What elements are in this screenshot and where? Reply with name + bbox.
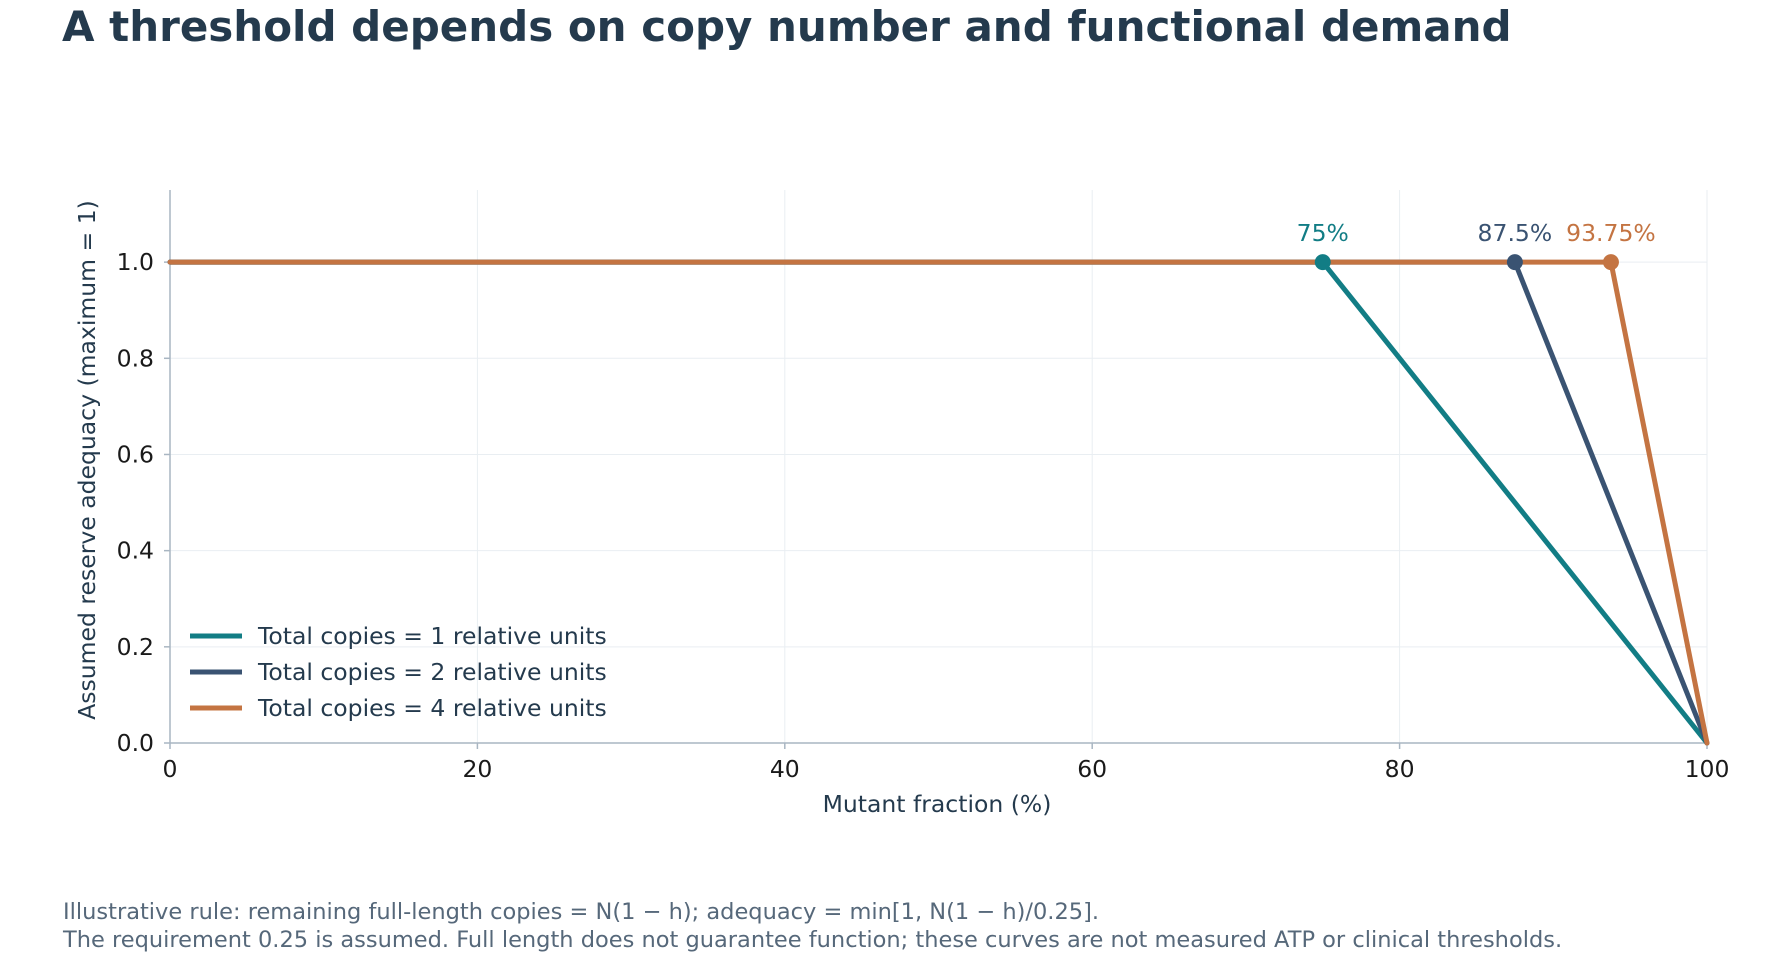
footnote-rule: Illustrative rule: remaining full-length… xyxy=(63,899,1100,925)
y-tick-label-2: 0.4 xyxy=(117,537,154,565)
threshold-label-3: 93.75% xyxy=(1566,219,1656,247)
x-tick-label-0: 0 xyxy=(163,755,178,783)
footnote-caveat: The requirement 0.25 is assumed. Full le… xyxy=(63,927,1563,953)
y-tick-label-4: 0.8 xyxy=(117,344,154,372)
axes: 0 20 40 60 80 100 0.0 0.2 0.4 0.6 0.8 1.0 xyxy=(117,190,1730,783)
x-tick-label-2: 40 xyxy=(770,755,800,783)
x-tick-label-1: 20 xyxy=(462,755,492,783)
legend-label-2: Total copies = 2 relative units xyxy=(257,658,607,686)
legend-label-3: Total copies = 4 relative units xyxy=(257,694,607,722)
y-axis-label: Assumed reserve adequacy (maximum = 1) xyxy=(73,200,101,720)
threshold-marker-3 xyxy=(1602,254,1619,271)
y-tick-label-3: 0.6 xyxy=(117,440,154,468)
chart-title: A threshold depends on copy number and f… xyxy=(62,2,1512,51)
x-tick-label-3: 60 xyxy=(1077,755,1107,783)
threshold-label-2: 87.5% xyxy=(1478,219,1553,247)
x-tick-label-4: 80 xyxy=(1385,755,1415,783)
x-axis-label: Mutant fraction (%) xyxy=(823,790,1052,818)
y-tick-label-5: 1.0 xyxy=(117,248,154,276)
y-tick-label-0: 0.0 xyxy=(117,729,154,757)
threshold-label-1: 75% xyxy=(1297,219,1349,247)
legend-label-1: Total copies = 1 relative units xyxy=(257,622,607,650)
threshold-marker-1 xyxy=(1314,254,1331,271)
threshold-marker-2 xyxy=(1506,254,1523,271)
x-tick-label-5: 100 xyxy=(1685,755,1730,783)
y-tick-label-1: 0.2 xyxy=(117,633,154,661)
legend: Total copies = 1 relative units Total cop… xyxy=(190,622,607,722)
series-lines: 75% 87.5% 93.75% xyxy=(167,219,1710,746)
